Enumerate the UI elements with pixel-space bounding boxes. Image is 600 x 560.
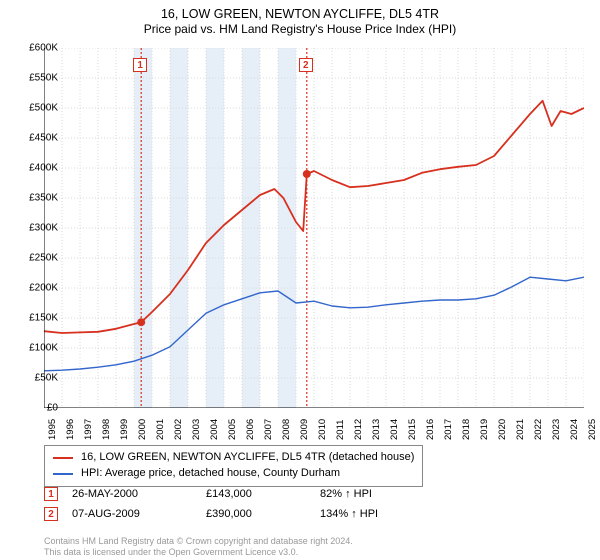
sale-date: 26-MAY-2000 — [72, 488, 192, 500]
x-axis-tick-label: 2008 — [281, 419, 292, 440]
x-axis-tick-label: 2022 — [533, 419, 544, 440]
x-axis-tick-label: 2004 — [209, 419, 220, 440]
x-axis-tick-label: 2014 — [389, 419, 400, 440]
footer-line-1: Contains HM Land Registry data © Crown c… — [44, 536, 353, 547]
y-axis-tick-label: £50K — [35, 373, 58, 384]
sale-price: £390,000 — [206, 508, 306, 520]
footer-line-2: This data is licensed under the Open Gov… — [44, 547, 353, 558]
x-axis-tick-label: 2012 — [353, 419, 364, 440]
y-axis-tick-label: £0 — [47, 403, 58, 414]
sales-list: 1 26-MAY-2000 £143,000 82% ↑ HPI 2 07-AU… — [44, 487, 420, 527]
x-axis-tick-label: 2017 — [443, 419, 454, 440]
y-axis-tick-label: £500K — [29, 103, 58, 114]
legend-item: HPI: Average price, detached house, Coun… — [53, 466, 414, 482]
sale-marker-badge: 1 — [133, 58, 147, 72]
x-axis-tick-label: 2003 — [191, 419, 202, 440]
chart-plot-area — [44, 48, 584, 408]
x-axis-tick-label: 2005 — [227, 419, 238, 440]
x-axis-tick-label: 2024 — [569, 419, 580, 440]
legend-label: HPI: Average price, detached house, Coun… — [81, 466, 340, 482]
x-axis-tick-label: 2020 — [497, 419, 508, 440]
x-axis-tick-label: 2000 — [137, 419, 148, 440]
y-axis-tick-label: £200K — [29, 283, 58, 294]
x-axis-tick-label: 2019 — [479, 419, 490, 440]
x-axis-tick-label: 2001 — [155, 419, 166, 440]
x-axis-tick-label: 1996 — [65, 419, 76, 440]
x-axis-tick-label: 2011 — [335, 420, 346, 440]
sale-number-badge: 2 — [44, 507, 58, 521]
footer-licence: Contains HM Land Registry data © Crown c… — [44, 536, 353, 559]
x-axis-tick-label: 2025 — [587, 419, 598, 440]
x-axis-tick-label: 2013 — [371, 419, 382, 440]
sale-price: £143,000 — [206, 488, 306, 500]
sale-row: 1 26-MAY-2000 £143,000 82% ↑ HPI — [44, 487, 420, 501]
y-axis-tick-label: £550K — [29, 73, 58, 84]
x-axis-tick-label: 1997 — [83, 419, 94, 440]
x-axis-tick-label: 1998 — [101, 419, 112, 440]
x-axis-tick-label: 2006 — [245, 419, 256, 440]
y-axis-tick-label: £250K — [29, 253, 58, 264]
y-axis-tick-label: £100K — [29, 343, 58, 354]
x-axis-tick-label: 2002 — [173, 419, 184, 440]
y-axis-tick-label: £300K — [29, 223, 58, 234]
legend-item: 16, LOW GREEN, NEWTON AYCLIFFE, DL5 4TR … — [53, 450, 414, 466]
sale-hpi: 82% ↑ HPI — [320, 488, 420, 500]
x-axis-tick-label: 2015 — [407, 419, 418, 440]
y-axis-tick-label: £400K — [29, 163, 58, 174]
x-axis-tick-label: 2016 — [425, 419, 436, 440]
x-axis-tick-label: 2018 — [461, 419, 472, 440]
y-axis-tick-label: £450K — [29, 133, 58, 144]
title-line-2: Price paid vs. HM Land Registry's House … — [0, 22, 600, 38]
y-axis-tick-label: £600K — [29, 43, 58, 54]
x-axis-tick-label: 1995 — [47, 419, 58, 440]
y-axis-tick-label: £150K — [29, 313, 58, 324]
legend-label: 16, LOW GREEN, NEWTON AYCLIFFE, DL5 4TR … — [81, 450, 414, 466]
legend-swatch-icon — [53, 473, 73, 475]
x-axis-tick-label: 2021 — [515, 419, 526, 440]
x-axis-tick-label: 1999 — [119, 419, 130, 440]
x-axis-tick-label: 2007 — [263, 419, 274, 440]
sale-hpi: 134% ↑ HPI — [320, 508, 420, 520]
sale-marker-badge: 2 — [299, 58, 313, 72]
sale-date: 07-AUG-2009 — [72, 508, 192, 520]
y-axis-tick-label: £350K — [29, 193, 58, 204]
legend-swatch-icon — [53, 457, 73, 459]
x-axis-tick-label: 2023 — [551, 419, 562, 440]
title-line-1: 16, LOW GREEN, NEWTON AYCLIFFE, DL5 4TR — [0, 6, 600, 22]
chart-container: 16, LOW GREEN, NEWTON AYCLIFFE, DL5 4TR … — [0, 0, 600, 560]
sale-row: 2 07-AUG-2009 £390,000 134% ↑ HPI — [44, 507, 420, 521]
x-axis-tick-label: 2009 — [299, 419, 310, 440]
title-block: 16, LOW GREEN, NEWTON AYCLIFFE, DL5 4TR … — [0, 0, 600, 38]
legend: 16, LOW GREEN, NEWTON AYCLIFFE, DL5 4TR … — [44, 445, 423, 487]
sale-number-badge: 1 — [44, 487, 58, 501]
chart-svg — [44, 48, 584, 408]
x-axis-tick-label: 2010 — [317, 419, 328, 440]
